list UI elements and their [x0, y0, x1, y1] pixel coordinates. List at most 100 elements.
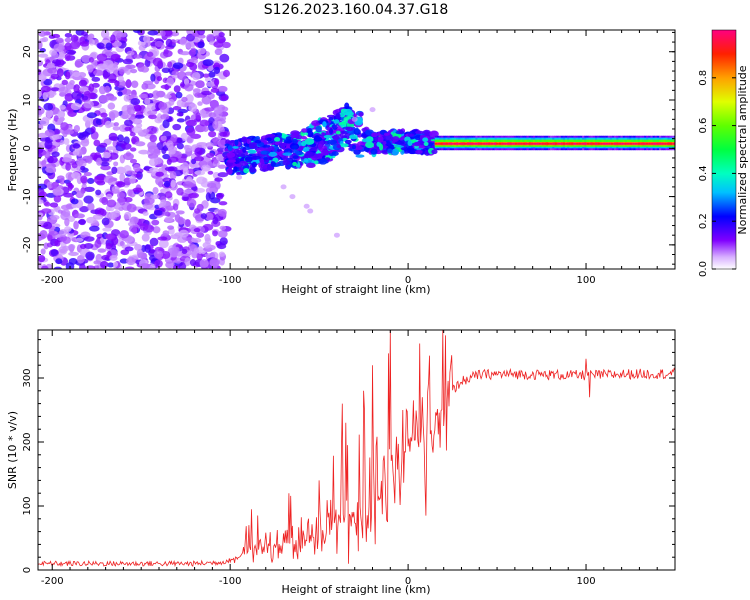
- heatmap-cell: [303, 158, 309, 163]
- heatmap-cell: [41, 159, 47, 168]
- heatmap-cell: [74, 60, 83, 68]
- heatmap-tone-peak: [528, 142, 531, 145]
- heatmap-cell: [63, 138, 70, 145]
- heatmap-cell: [38, 90, 42, 98]
- heatmap-cell: [241, 136, 247, 143]
- heatmap-cell: [110, 34, 116, 44]
- heatmap-cell: [144, 244, 151, 253]
- heatmap-cell: [50, 87, 60, 92]
- heatmap-cell: [236, 174, 243, 180]
- heatmap-tone-peak: [458, 142, 462, 145]
- heatmap-cell: [371, 132, 378, 138]
- heatmap-cell: [102, 151, 111, 159]
- heatmap-cell: [104, 85, 111, 94]
- heatmap-cell: [141, 83, 149, 90]
- heatmap-cell: [248, 166, 256, 173]
- heatmap-cell: [107, 262, 115, 268]
- heatmap-cell: [413, 141, 421, 147]
- heatmap-cell: [202, 73, 210, 78]
- heatmap-cell: [398, 129, 404, 134]
- heatmap-cell: [274, 137, 281, 142]
- colorbar-tick-label: 0.0: [698, 261, 709, 277]
- heatmap-cell: [164, 216, 174, 223]
- heatmap-cell: [53, 266, 62, 269]
- heatmap-cell: [104, 233, 116, 240]
- heatmap-cell: [178, 229, 189, 238]
- heatmap-tone-peak: [632, 142, 635, 145]
- heatmap-cell: [119, 230, 129, 239]
- heatmap-cell: [40, 248, 46, 255]
- heatmap-cell: [100, 157, 110, 162]
- heatmap-cell: [77, 132, 84, 139]
- heatmap-tone-peak: [600, 142, 603, 145]
- heatmap-cell: [123, 196, 133, 203]
- heatmap-cell: [247, 149, 257, 154]
- x-tick-label: -200: [41, 576, 64, 587]
- heatmap-cell: [150, 73, 156, 82]
- heatmap-cell: [185, 119, 197, 127]
- heatmap-cell: [88, 57, 94, 63]
- heatmap-cell: [71, 162, 78, 169]
- heatmap-cell: [217, 230, 228, 238]
- heatmap-cell: [153, 209, 163, 216]
- heatmap-tone-peak: [642, 142, 646, 145]
- heatmap-cell: [214, 106, 223, 115]
- heatmap-cell: [244, 156, 253, 163]
- heatmap-tone-peak: [448, 142, 451, 145]
- heatmap-cell: [343, 108, 353, 116]
- heatmap-cell: [214, 177, 223, 182]
- heatmap-cell: [150, 194, 160, 200]
- heatmap-cell: [280, 184, 287, 190]
- heatmap-cell: [113, 161, 119, 167]
- heatmap-cell: [117, 191, 126, 200]
- heatmap-cell: [123, 214, 129, 220]
- heatmap-cell: [71, 190, 77, 195]
- heatmap-cell: [156, 113, 163, 122]
- heatmap-cell: [119, 173, 126, 182]
- heatmap-cell: [93, 139, 101, 147]
- heatmap-cell: [282, 155, 288, 163]
- heatmap-cell: [63, 192, 74, 198]
- heatmap-cell: [79, 86, 89, 92]
- heatmap-tone-peak: [546, 142, 550, 145]
- heatmap-cell: [154, 40, 164, 48]
- heatmap-cell: [194, 170, 206, 176]
- heatmap-cell: [172, 203, 179, 211]
- heatmap-cell: [220, 116, 227, 121]
- heatmap-cell: [142, 128, 150, 134]
- heatmap-cell: [185, 94, 194, 103]
- heatmap-cell: [93, 69, 104, 76]
- heatmap-cell: [83, 100, 94, 109]
- heatmap-cell: [233, 166, 238, 173]
- heatmap-cell: [192, 72, 201, 81]
- heatmap-cell: [77, 219, 86, 225]
- heatmap-cell: [117, 134, 124, 143]
- heatmap-cell: [57, 110, 66, 119]
- heatmap-cell: [103, 59, 114, 69]
- heatmap-cell: [67, 243, 76, 250]
- heatmap-cell: [161, 67, 171, 73]
- heatmap-cell: [94, 239, 102, 248]
- heatmap-cell: [315, 125, 322, 133]
- heatmap-cell: [138, 149, 150, 155]
- heatmap-cell: [39, 229, 48, 239]
- heatmap-cell: [306, 162, 316, 169]
- heatmap-cell: [197, 101, 203, 106]
- heatmap-tone-peak: [594, 142, 598, 145]
- heatmap-cell: [239, 160, 248, 167]
- heatmap-cell: [195, 112, 201, 120]
- heatmap-cell: [176, 112, 184, 117]
- heatmap-tone-peak: [666, 142, 670, 145]
- heatmap-cell: [251, 161, 257, 168]
- heatmap-cell: [431, 149, 438, 155]
- heatmap-cell: [147, 93, 154, 99]
- heatmap-cell: [358, 111, 364, 117]
- heatmap-cell: [162, 153, 171, 160]
- heatmap-cell: [59, 104, 66, 110]
- heatmap-cell: [122, 152, 134, 161]
- heatmap-cell: [188, 192, 199, 199]
- heatmap-tone-peak: [485, 142, 488, 145]
- heatmap-cell: [38, 53, 49, 58]
- heatmap-cell: [344, 102, 350, 110]
- heatmap-cell: [333, 232, 340, 238]
